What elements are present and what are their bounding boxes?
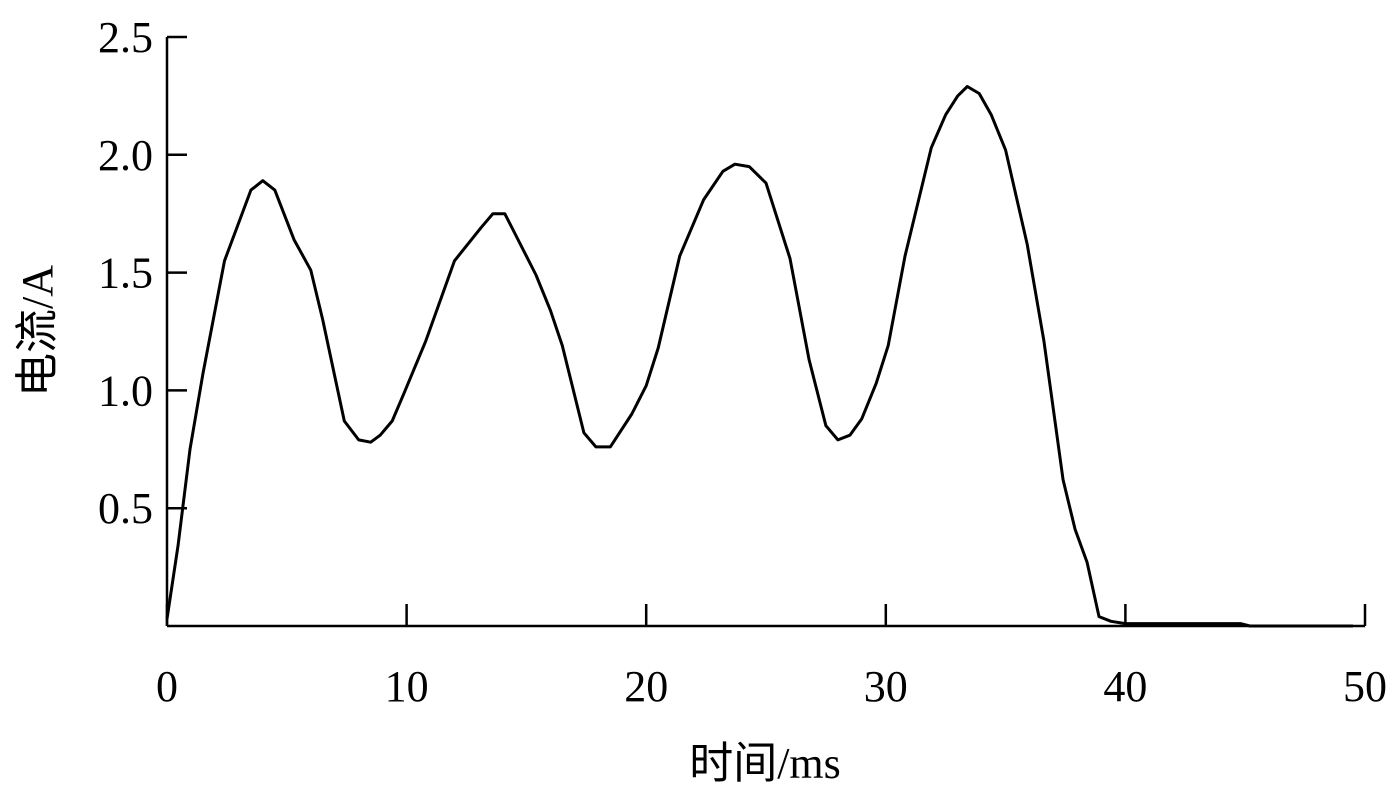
y-tick-label: 2.0 xyxy=(98,131,153,180)
y-axis-label: 电流/A xyxy=(13,265,62,397)
x-axis-label: 时间/ms xyxy=(689,739,841,788)
x-tick-label: 50 xyxy=(1343,662,1387,711)
y-tick-label: 1.5 xyxy=(98,249,153,298)
y-tick-label: 0.5 xyxy=(98,484,153,533)
x-tick-label: 30 xyxy=(864,662,908,711)
x-tick-label: 40 xyxy=(1103,662,1147,711)
y-tick-label: 1.0 xyxy=(98,366,153,415)
y-tick-label: 2.5 xyxy=(98,13,153,62)
x-tick-label: 20 xyxy=(624,662,668,711)
x-tick-label: 10 xyxy=(385,662,429,711)
line xyxy=(165,85,1353,628)
x-tick-label: 0 xyxy=(156,662,178,711)
